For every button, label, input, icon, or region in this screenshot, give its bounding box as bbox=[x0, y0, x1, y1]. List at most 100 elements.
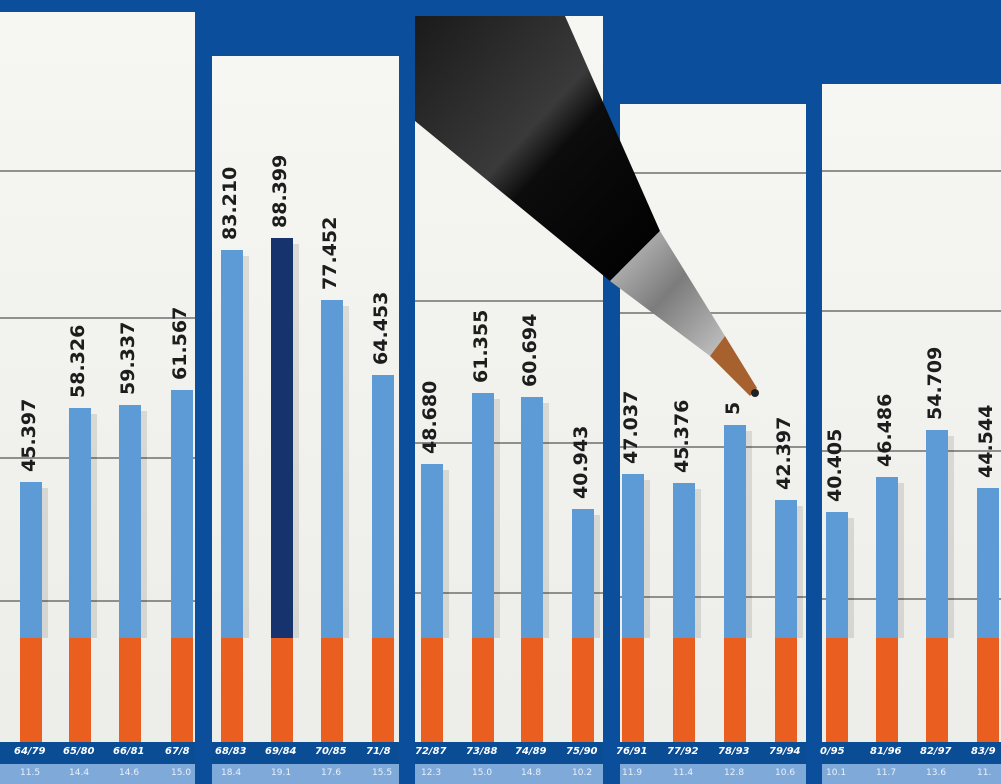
bar-shadow bbox=[543, 403, 549, 638]
percent-label: 15.0 bbox=[171, 768, 192, 778]
bar-value-label: 64.453 bbox=[370, 291, 392, 365]
percent-label: 17.6 bbox=[321, 768, 342, 778]
year-range-label: 64/79 bbox=[14, 746, 46, 757]
bar-shadow bbox=[91, 414, 97, 638]
bar-upper-segment bbox=[221, 250, 243, 638]
bar-upper-segment bbox=[321, 300, 343, 638]
value-strip bbox=[212, 764, 399, 784]
bar-shadow bbox=[695, 489, 701, 638]
bar-shadow bbox=[443, 470, 449, 638]
gridline bbox=[0, 457, 195, 459]
percent-label: 19.1 bbox=[271, 768, 292, 778]
gridline bbox=[822, 170, 1001, 172]
percent-label: 13.6 bbox=[926, 768, 947, 778]
bar-shadow bbox=[594, 515, 600, 638]
gridline bbox=[415, 442, 603, 444]
bar-value-label: 60.694 bbox=[519, 313, 541, 387]
bar-upper-segment bbox=[171, 390, 193, 638]
bar-shadow bbox=[293, 244, 299, 638]
bar-upper-segment bbox=[521, 397, 543, 638]
bar-shadow bbox=[141, 411, 147, 638]
percent-label: 10.2 bbox=[572, 768, 593, 778]
percent-label: 11.4 bbox=[673, 768, 694, 778]
value-strip bbox=[415, 764, 603, 784]
year-range-label: 83/9 bbox=[971, 746, 996, 757]
bar-lower-segment bbox=[271, 638, 293, 742]
year-range-label: 76/91 bbox=[616, 746, 648, 757]
bar-shadow bbox=[746, 431, 752, 638]
bar-value-label: 83.210 bbox=[219, 166, 241, 240]
gridline bbox=[0, 317, 195, 319]
bar-upper-segment bbox=[826, 512, 848, 638]
bar-value-label: 44.544 bbox=[975, 404, 997, 478]
bar-lower-segment bbox=[472, 638, 494, 742]
bar-upper-segment bbox=[271, 238, 293, 638]
bar-lower-segment bbox=[69, 638, 91, 742]
gridline bbox=[620, 596, 806, 598]
bar-upper-segment bbox=[20, 482, 42, 638]
bar-lower-segment bbox=[775, 638, 797, 742]
bar-shadow bbox=[898, 483, 904, 638]
value-strip bbox=[0, 764, 195, 784]
label-strip bbox=[620, 742, 806, 764]
bar-upper-segment bbox=[572, 509, 594, 638]
gridline bbox=[415, 592, 603, 594]
bar-upper-segment bbox=[926, 430, 948, 638]
gridline bbox=[0, 170, 195, 172]
bar-value-label: 40.943 bbox=[570, 425, 592, 499]
bar-upper-segment bbox=[372, 375, 394, 638]
bar-lower-segment bbox=[724, 638, 746, 742]
year-range-label: 77/92 bbox=[667, 746, 699, 757]
bar-value-label: 46.486 bbox=[874, 393, 896, 467]
bar-upper-segment bbox=[775, 500, 797, 638]
bar-shadow bbox=[948, 436, 954, 638]
bar-lower-segment bbox=[119, 638, 141, 742]
bar-shadow bbox=[797, 506, 803, 638]
bar-upper-segment bbox=[724, 425, 746, 638]
bar-shadow bbox=[343, 306, 349, 638]
year-range-label: 69/84 bbox=[265, 746, 297, 757]
year-range-label: 73/88 bbox=[466, 746, 498, 757]
percent-label: 15.0 bbox=[472, 768, 493, 778]
bar-value-label: 58.326 bbox=[67, 324, 89, 398]
gridline bbox=[0, 600, 195, 602]
year-range-label: 70/85 bbox=[315, 746, 347, 757]
percent-label: 11.5 bbox=[20, 768, 41, 778]
bar-lower-segment bbox=[421, 638, 443, 742]
bar-lower-segment bbox=[372, 638, 394, 742]
bar-lower-segment bbox=[572, 638, 594, 742]
label-strip bbox=[822, 742, 1001, 764]
percent-label: 10.6 bbox=[775, 768, 796, 778]
gridline bbox=[620, 312, 806, 314]
year-range-label: 74/89 bbox=[515, 746, 547, 757]
bar-lower-segment bbox=[977, 638, 999, 742]
bar-upper-segment bbox=[876, 477, 898, 638]
year-range-label: 67/8 bbox=[165, 746, 190, 757]
bar-shadow bbox=[848, 518, 854, 638]
gridline bbox=[822, 598, 1001, 600]
bar-value-label: 77.452 bbox=[319, 216, 341, 290]
bar-lower-segment bbox=[521, 638, 543, 742]
bar-value-label: 54.709 bbox=[924, 346, 946, 420]
bar-value-label: 45.376 bbox=[671, 399, 693, 473]
bar-value-label: 45.397 bbox=[18, 398, 40, 472]
bar-upper-segment bbox=[421, 464, 443, 638]
bar-lower-segment bbox=[20, 638, 42, 742]
year-range-label: 81/96 bbox=[870, 746, 902, 757]
label-strip bbox=[415, 742, 603, 764]
year-range-label: 65/80 bbox=[63, 746, 95, 757]
percent-label: 12.8 bbox=[724, 768, 745, 778]
bar-lower-segment bbox=[926, 638, 948, 742]
percent-label: 11.9 bbox=[622, 768, 643, 778]
percent-label: 12.3 bbox=[421, 768, 442, 778]
percent-label: 14.8 bbox=[521, 768, 542, 778]
year-range-label: 72/87 bbox=[415, 746, 447, 757]
chart-panel-2 bbox=[212, 56, 399, 784]
percent-label: 14.4 bbox=[69, 768, 90, 778]
bar-value-label: 88.399 bbox=[269, 154, 291, 228]
year-range-label: 68/83 bbox=[215, 746, 247, 757]
gridline bbox=[822, 310, 1001, 312]
label-strip bbox=[212, 742, 399, 764]
value-strip bbox=[822, 764, 1001, 784]
